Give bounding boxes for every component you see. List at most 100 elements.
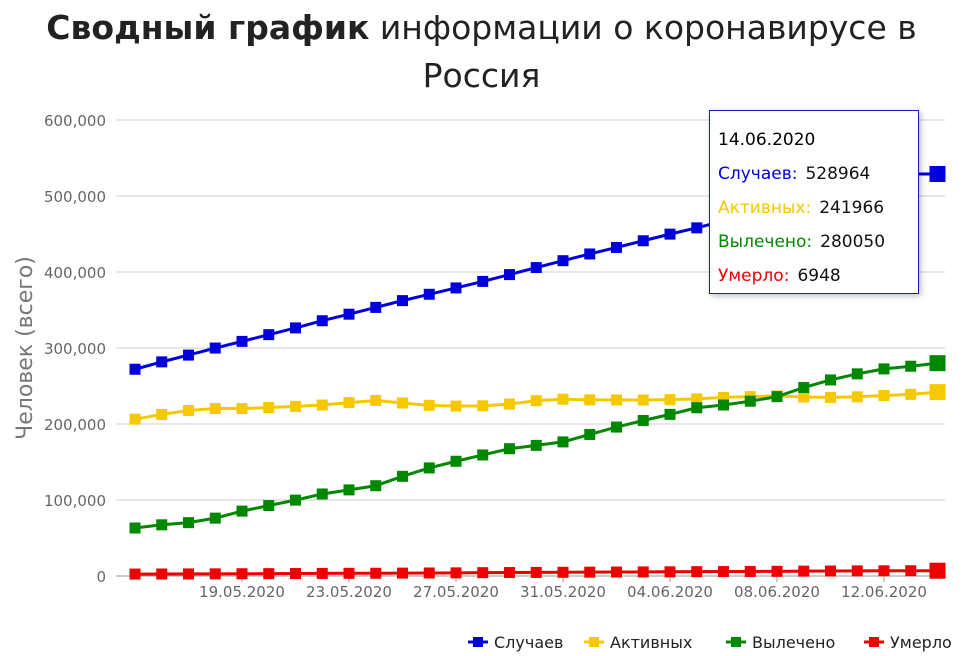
- data-point: [156, 408, 168, 420]
- data-point: [129, 363, 141, 375]
- data-point: [530, 566, 542, 578]
- x-tick-label: 08.06.2020: [734, 583, 820, 601]
- data-point: [584, 566, 596, 578]
- data-point: [691, 393, 703, 405]
- data-point: [477, 567, 489, 579]
- tooltip-row-deaths: Умерло: 6948: [718, 259, 910, 293]
- data-point: [129, 568, 141, 580]
- legend-swatch-marker: [589, 637, 599, 647]
- legend-label: Активных: [610, 633, 692, 652]
- data-point: [370, 394, 382, 406]
- data-point: [209, 403, 221, 415]
- data-point: [557, 393, 569, 405]
- tooltip-label-cases: Случаев:: [718, 164, 798, 184]
- data-point: [477, 275, 489, 287]
- data-point: [236, 403, 248, 415]
- chart-title-bold: Сводный график: [46, 8, 370, 47]
- x-tick-label: 23.05.2020: [306, 583, 392, 601]
- data-point: [584, 394, 596, 406]
- tooltip-value-deaths: 6948: [797, 266, 841, 286]
- data-point: [905, 388, 917, 400]
- data-point: [236, 335, 248, 347]
- data-point: [290, 568, 301, 580]
- tooltip-row-recovered: Вылечено: 280050: [718, 225, 910, 259]
- data-point: [851, 368, 863, 380]
- data-point: [397, 295, 408, 307]
- data-point: [637, 235, 649, 247]
- data-point: [851, 565, 863, 577]
- data-point: [611, 566, 622, 578]
- data-point: [530, 439, 542, 451]
- data-point: [691, 402, 703, 414]
- data-point: [798, 565, 810, 577]
- data-point: [209, 342, 221, 354]
- data-point: [905, 360, 917, 372]
- data-point: [290, 322, 301, 334]
- tooltip-value-recovered: 280050: [820, 232, 886, 252]
- data-point: [129, 413, 141, 425]
- data-point: [798, 391, 810, 403]
- data-point: [316, 315, 328, 327]
- data-point: [929, 355, 946, 372]
- data-point: [664, 566, 676, 578]
- tooltip-row-active: Активных: 241966: [718, 191, 910, 225]
- chart-title: Сводный график информации о коронавирусе…: [0, 4, 963, 100]
- y-tick-label: 100,000: [44, 492, 106, 510]
- data-point: [637, 566, 649, 578]
- data-point: [263, 568, 275, 580]
- tooltip-label-recovered: Вылечено:: [718, 232, 813, 252]
- data-point: [263, 329, 275, 341]
- legend-swatch-marker: [473, 637, 483, 647]
- tooltip-date: 14.06.2020: [718, 130, 816, 150]
- data-point: [584, 428, 596, 440]
- data-point: [183, 568, 194, 580]
- data-point: [504, 567, 515, 579]
- data-point: [557, 436, 569, 448]
- data-point: [929, 165, 946, 182]
- y-tick-label: 300,000: [44, 340, 106, 358]
- data-point: [450, 567, 462, 579]
- data-point: [851, 391, 863, 403]
- data-point: [343, 567, 355, 579]
- data-point: [771, 391, 783, 403]
- tooltip-value-cases: 528964: [805, 164, 871, 184]
- data-point: [798, 382, 810, 394]
- data-point: [316, 488, 328, 500]
- y-axis-label: Человек (всего): [13, 256, 38, 440]
- data-point: [343, 484, 355, 496]
- data-point: [504, 443, 515, 455]
- data-point: [156, 519, 168, 531]
- data-point: [691, 566, 703, 578]
- data-point: [637, 414, 649, 426]
- data-point: [450, 455, 462, 467]
- y-tick-label: 200,000: [44, 416, 106, 434]
- data-point: [156, 568, 168, 580]
- tooltip-value-active: 241966: [819, 198, 885, 218]
- data-point: [504, 398, 515, 410]
- data-point: [611, 394, 622, 406]
- data-point: [183, 349, 194, 361]
- data-point: [343, 397, 355, 409]
- y-tick-label: 500,000: [44, 188, 106, 206]
- x-tick-label: 31.05.2020: [520, 583, 606, 601]
- data-point: [450, 400, 462, 412]
- data-point: [504, 269, 515, 281]
- data-point: [209, 568, 221, 580]
- legend-label: Случаев: [494, 633, 563, 652]
- data-point: [316, 567, 328, 579]
- data-point: [878, 565, 890, 577]
- data-point: [423, 567, 435, 579]
- data-point: [423, 399, 435, 411]
- data-point: [611, 421, 622, 433]
- tooltip-label-deaths: Умерло:: [718, 266, 790, 286]
- data-point: [878, 390, 890, 401]
- data-point: [744, 565, 756, 577]
- data-point: [744, 395, 756, 407]
- legend-label: Вылечено: [752, 633, 835, 652]
- data-point: [611, 241, 622, 253]
- x-tick-label: 27.05.2020: [413, 583, 499, 601]
- x-tick-label: 12.06.2020: [841, 583, 927, 601]
- data-point: [397, 567, 408, 579]
- data-point: [557, 255, 569, 267]
